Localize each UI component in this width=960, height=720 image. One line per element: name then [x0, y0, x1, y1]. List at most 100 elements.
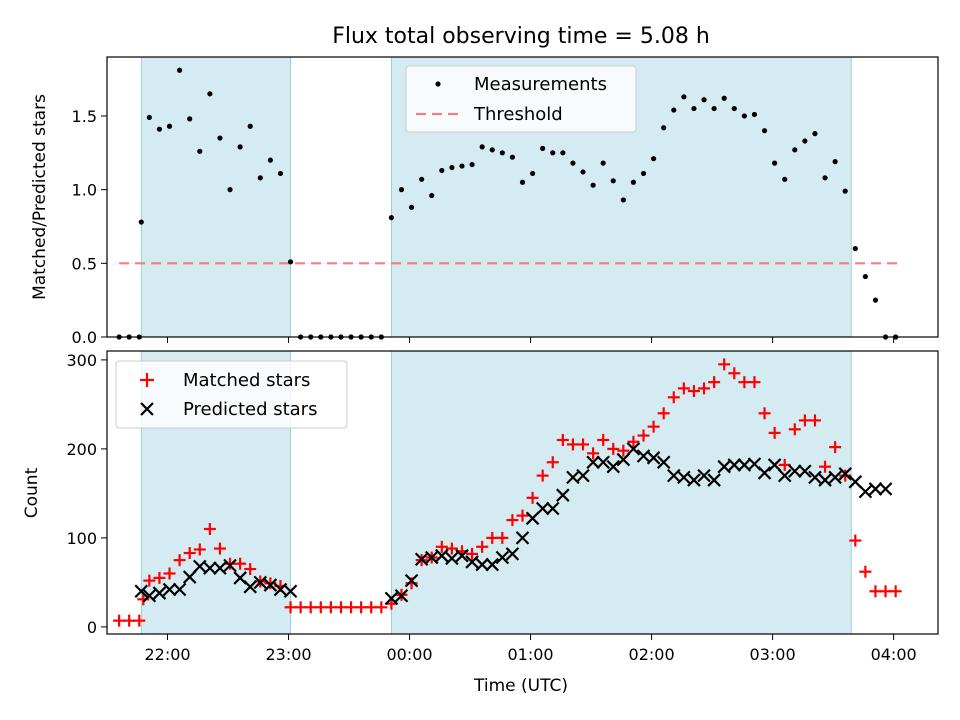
- matched-star-marker: [143, 574, 156, 587]
- predicted-star-stroke-b: [134, 584, 149, 599]
- x-tick-label: 04:00: [871, 645, 917, 664]
- predicted-star-marker: [515, 531, 530, 545]
- measurement-point: [782, 176, 788, 182]
- legend-label-predicted: Predicted stars: [183, 399, 317, 420]
- predicted-star-marker: [495, 550, 510, 565]
- measurement-point: [459, 163, 465, 169]
- predicted-star-marker: [545, 501, 560, 516]
- predicted-star-marker: [485, 557, 500, 572]
- predicted-star-marker: [808, 470, 822, 485]
- matched-star-marker: [203, 522, 216, 535]
- matched-star-marker: [637, 429, 650, 442]
- top-plot-frame: [106, 56, 939, 338]
- predicted-star-marker: [838, 467, 852, 481]
- predicted-star-stroke-b: [707, 473, 721, 487]
- matched-star-marker: [788, 423, 801, 436]
- predicted-star-stroke-b: [495, 550, 510, 565]
- predicted-star-marker: [556, 488, 570, 502]
- measurement-point: [509, 154, 516, 160]
- measurement-point: [408, 204, 415, 210]
- predicted-star-stroke-b: [717, 459, 731, 474]
- top-y-axis-label: Matched/Predicted stars: [30, 94, 50, 300]
- measurement-point: [721, 95, 727, 101]
- predicted-star-stroke-b: [596, 455, 610, 470]
- predicted-star-stroke-b: [788, 464, 802, 478]
- predicted-star-marker: [182, 570, 197, 584]
- measurement-point: [217, 135, 223, 141]
- matched-star-marker: [768, 426, 781, 439]
- matched-star-marker: [193, 543, 206, 556]
- top-y-ticks: 0.0 0.5 1.0 1.5: [72, 107, 107, 347]
- measurement-point: [640, 170, 647, 177]
- matched-star-marker: [819, 460, 832, 473]
- matched-star-marker: [476, 540, 489, 553]
- measurement-point: [499, 150, 505, 156]
- predicted-star-marker: [172, 582, 187, 597]
- matched-star-marker: [264, 577, 277, 590]
- predicted-star-marker: [596, 455, 610, 470]
- predicted-star-stroke-b: [404, 573, 419, 588]
- x-tick-label: 23:00: [265, 645, 311, 664]
- predicted-star-marker: [253, 575, 268, 590]
- matched-star-marker: [607, 442, 620, 455]
- predicted-star-stroke-b: [697, 468, 711, 483]
- predicted-star-marker: [818, 473, 832, 487]
- predicted-star-stroke-b: [656, 455, 671, 470]
- predicted-star-marker: [626, 442, 641, 456]
- predicted-star-stroke-b: [878, 482, 893, 496]
- predicted-star-stroke-b: [203, 561, 217, 575]
- measurement-point: [388, 215, 394, 221]
- x-tick-label: 22:00: [144, 645, 190, 664]
- matched-star-marker: [213, 542, 226, 555]
- predicted-star-marker: [223, 558, 237, 573]
- matched-star-marker: [466, 547, 479, 560]
- measurement-point: [469, 161, 475, 168]
- top-y-tick-label: 1.0: [72, 181, 97, 200]
- shaded-interval: [390, 350, 852, 635]
- top-y-tick-label: 0.5: [72, 254, 97, 273]
- matched-star-marker: [869, 585, 882, 598]
- predicted-stars-markers: [134, 442, 893, 606]
- matched-star-marker: [597, 433, 610, 446]
- predicted-star-stroke-b: [747, 457, 762, 471]
- matched-star-marker: [839, 469, 852, 482]
- top-y-tick-label: 0.0: [72, 328, 97, 347]
- matched-star-marker: [244, 563, 257, 576]
- predicted-star-stroke-b: [172, 582, 187, 597]
- measurement-point: [580, 169, 586, 175]
- measurement-point: [842, 188, 848, 194]
- predicted-star-marker: [142, 588, 157, 603]
- predicted-star-stroke-b: [243, 580, 257, 594]
- measurement-point: [812, 131, 818, 137]
- matched-star-marker: [334, 601, 347, 614]
- predicted-star-stroke-b: [838, 467, 852, 481]
- predicted-star-marker: [203, 561, 217, 575]
- measurement-point: [429, 192, 435, 199]
- measurement-point: [187, 116, 193, 122]
- matched-star-marker: [314, 601, 327, 614]
- predicted-star-stroke-b: [727, 458, 742, 472]
- predicted-star-marker: [767, 458, 782, 472]
- matched-star-marker: [375, 601, 388, 614]
- predicted-star-stroke-b: [485, 557, 500, 572]
- matched-star-marker: [345, 601, 358, 614]
- predicted-star-marker: [697, 468, 711, 483]
- predicted-star-stroke-b: [677, 470, 691, 485]
- matched-star-marker: [506, 514, 519, 527]
- predicted-star-stroke-b: [283, 584, 298, 599]
- measurement-point: [207, 91, 213, 97]
- predicted-star-stroke-b: [828, 470, 842, 485]
- predicted-star-stroke-b: [263, 578, 278, 592]
- measurement-point: [792, 147, 798, 153]
- measurement-point: [772, 160, 778, 166]
- predicted-star-stroke-b: [223, 558, 237, 573]
- measurement-point: [257, 175, 263, 181]
- measurement-point: [156, 126, 163, 132]
- shaded-interval: [140, 56, 291, 338]
- predicted-star-stroke-b: [798, 464, 812, 478]
- matched-star-marker: [234, 557, 247, 570]
- predicted-star-marker: [263, 578, 278, 592]
- predicted-star-stroke-b: [384, 591, 399, 606]
- predicted-star-stroke-b: [475, 557, 489, 572]
- measurement-points: [116, 67, 899, 340]
